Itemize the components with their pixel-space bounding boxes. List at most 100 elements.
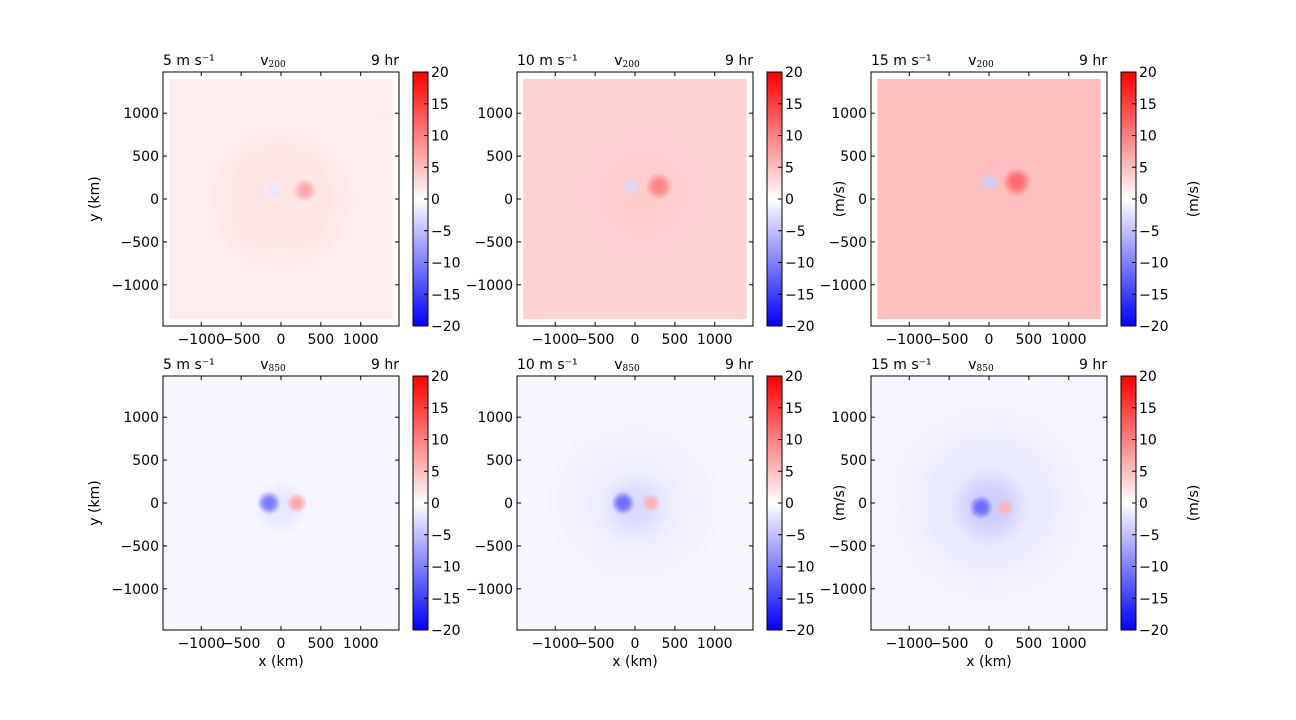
- colorbar-label: (m/s): [1186, 181, 1202, 218]
- colorbar-tick-label: 5: [1139, 464, 1148, 480]
- x-tick-label: −500: [930, 332, 968, 348]
- colorbar-tick-label: −20: [785, 623, 815, 639]
- colorbar-label: (m/s): [832, 181, 848, 218]
- y-tick-label: −1000: [112, 278, 159, 294]
- colorbar-tick-label: −10: [1139, 256, 1169, 272]
- panel-title: v850: [614, 357, 640, 374]
- heatmap-field: [871, 72, 1107, 326]
- colorbar-tick-label: 0: [431, 192, 440, 208]
- y-tick-label: −500: [475, 235, 513, 251]
- field-feature: [1002, 167, 1032, 197]
- x-tick-label: 0: [277, 332, 286, 348]
- panel-left-label: 10 m s⁻¹: [517, 53, 578, 69]
- x-tick-label: 500: [661, 636, 688, 652]
- x-tick-label: −500: [222, 636, 260, 652]
- y-tick-label: 1000: [831, 410, 867, 426]
- panel-left-label: 5 m s⁻¹: [163, 53, 215, 69]
- y-axis-label: y (km): [87, 176, 103, 221]
- x-tick-label: 0: [985, 636, 994, 652]
- colorbar-tick-label: 0: [431, 496, 440, 512]
- colorbar-tick-label: 0: [1139, 496, 1148, 512]
- x-axis-label: x (km): [612, 654, 657, 670]
- colorbar-tick-label: 20: [1139, 369, 1157, 385]
- y-tick-label: −1000: [820, 582, 867, 598]
- colorbar-tick-label: 0: [785, 192, 794, 208]
- colorbar-tick-label: 15: [431, 401, 449, 417]
- x-tick-label: 1000: [1051, 636, 1087, 652]
- y-tick-label: 0: [150, 192, 159, 208]
- colorbar-tick-label: 10: [785, 433, 803, 449]
- panel-title-main: v: [614, 53, 622, 69]
- panel-title: v850: [968, 357, 994, 374]
- x-tick-label: −1000: [532, 332, 579, 348]
- y-tick-label: −500: [829, 235, 867, 251]
- colorbar-tick-label: −10: [785, 256, 815, 272]
- colorbar-tick-label: −10: [1139, 560, 1169, 576]
- colorbar-tick-label: 10: [1139, 433, 1157, 449]
- y-tick-label: 500: [486, 149, 513, 165]
- colorbar-tick-label: 5: [1139, 160, 1148, 176]
- colorbar-tick-label: −15: [1139, 591, 1169, 607]
- y-tick-label: −500: [121, 235, 159, 251]
- field-feature: [599, 471, 671, 544]
- panel-left-label: 5 m s⁻¹: [163, 357, 215, 373]
- panel-right-label: 9 hr: [725, 53, 753, 69]
- y-tick-label: 1000: [477, 106, 513, 122]
- panel-left-label: 15 m s⁻¹: [871, 357, 932, 373]
- colorbar-tick-label: −15: [431, 287, 461, 303]
- x-tick-label: −500: [930, 636, 968, 652]
- y-tick-label: −500: [121, 539, 159, 555]
- x-tick-label: 500: [1015, 332, 1042, 348]
- y-tick-label: −500: [829, 539, 867, 555]
- y-tick-label: 500: [132, 453, 159, 469]
- x-tick-label: 500: [307, 332, 334, 348]
- colorbar-tick-label: −5: [785, 528, 806, 544]
- panel-title: v850: [260, 357, 286, 374]
- colorbar-tick-label: 5: [785, 464, 794, 480]
- y-tick-label: −1000: [466, 278, 513, 294]
- y-tick-label: 1000: [831, 106, 867, 122]
- x-axis-label: x (km): [966, 654, 1011, 670]
- colorbar-tick-label: 15: [1139, 401, 1157, 417]
- colorbar-tick-label: 15: [431, 97, 449, 113]
- field-feature: [996, 498, 1014, 517]
- x-tick-label: 1000: [697, 332, 733, 348]
- colorbar-tick-label: 20: [785, 65, 803, 81]
- x-tick-label: 0: [985, 332, 994, 348]
- x-tick-label: −1000: [532, 636, 579, 652]
- panel-title-main: v: [968, 53, 976, 69]
- panel-left-label: 10 m s⁻¹: [517, 357, 578, 373]
- colorbar-tick-label: −15: [1139, 287, 1169, 303]
- colorbar-tick-label: −15: [431, 591, 461, 607]
- colorbar-tick-label: −5: [1139, 528, 1160, 544]
- field-feature: [292, 178, 317, 203]
- heatmap-field: [163, 72, 399, 326]
- colorbar-tick-label: −15: [785, 591, 815, 607]
- field-feature: [979, 172, 999, 192]
- x-tick-label: −1000: [886, 636, 933, 652]
- colorbar-tick-label: −20: [1139, 319, 1169, 335]
- panel-right-label: 9 hr: [371, 53, 399, 69]
- panel-title: v200: [260, 53, 286, 70]
- colorbar-tick-label: −20: [785, 319, 815, 335]
- colorbar-tick-label: −20: [431, 623, 461, 639]
- x-tick-label: 500: [661, 332, 688, 348]
- colorbar-tick-label: −5: [431, 224, 452, 240]
- x-tick-label: −1000: [178, 636, 225, 652]
- panel-title-main: v: [260, 53, 268, 69]
- field-feature: [611, 491, 635, 515]
- panel-title-sub: 200: [977, 60, 994, 70]
- colorbar-tick-label: 5: [785, 160, 794, 176]
- panel-title-sub: 200: [269, 60, 286, 70]
- colorbar-tick-label: 15: [785, 97, 803, 113]
- panel-title: v200: [614, 53, 640, 70]
- panel-title-sub: 850: [623, 364, 640, 374]
- colorbar-tick-label: −5: [431, 528, 452, 544]
- y-tick-label: −500: [475, 539, 513, 555]
- y-tick-label: 0: [858, 192, 867, 208]
- y-tick-label: −1000: [112, 582, 159, 598]
